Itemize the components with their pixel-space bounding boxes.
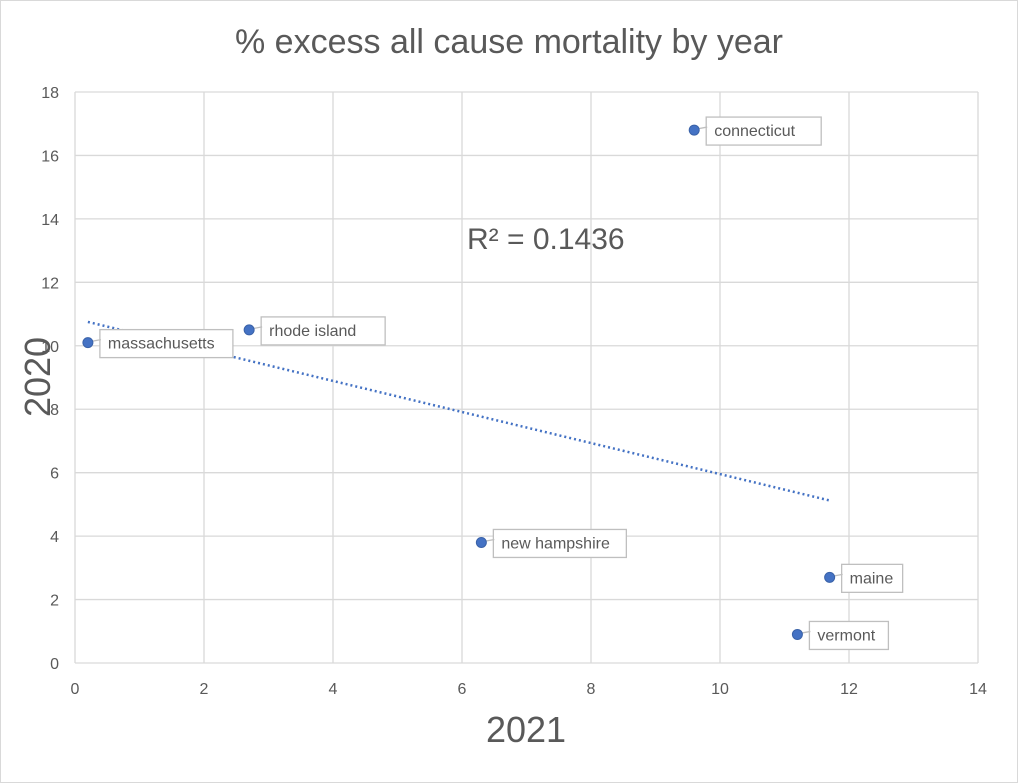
y-tick-label: 8 [50, 402, 59, 419]
data-point [824, 571, 836, 583]
y-tick-label: 4 [50, 529, 59, 546]
x-tick-label: 2 [200, 681, 209, 698]
chart-title: % excess all cause mortality by year [235, 23, 783, 61]
data-point [688, 124, 700, 136]
x-tick-label: 4 [329, 681, 338, 698]
x-tick-label: 10 [711, 681, 729, 698]
data-label-box [99, 328, 234, 359]
trendline [87, 320, 830, 502]
data-point [82, 337, 94, 349]
x-tick-label: 12 [840, 681, 858, 698]
y-tick-label: 14 [41, 212, 59, 229]
data-label: connecticut [714, 123, 795, 140]
y-tick-label: 2 [50, 593, 59, 610]
x-axis-title: 2021 [485, 709, 567, 750]
y-tick-label: 16 [41, 148, 59, 165]
data-label-box [808, 620, 890, 651]
data-label: vermont [817, 627, 875, 644]
data-label-box [705, 116, 822, 146]
data-label-box [492, 528, 628, 559]
y-tick-label: 12 [41, 275, 59, 292]
x-tick-label: 6 [458, 681, 467, 698]
data-label-box [841, 563, 904, 593]
data-label: maine [850, 570, 894, 587]
data-point [791, 628, 803, 640]
data-point [475, 536, 487, 548]
r-squared-label: R² = 0.1436 [467, 223, 625, 256]
y-tick-label: 0 [50, 656, 59, 673]
x-tick-label: 14 [969, 681, 987, 698]
data-label: rhode island [269, 323, 356, 340]
y-tick-label: 10 [41, 339, 59, 356]
y-tick-label: 6 [50, 466, 59, 483]
y-tick-label: 18 [41, 85, 59, 102]
x-tick-label: 8 [587, 681, 596, 698]
data-point [243, 324, 255, 336]
data-label-box [260, 316, 386, 346]
x-tick-label: 0 [71, 681, 80, 698]
data-label: massachusetts [108, 336, 215, 353]
data-label: new hampshire [501, 535, 610, 552]
